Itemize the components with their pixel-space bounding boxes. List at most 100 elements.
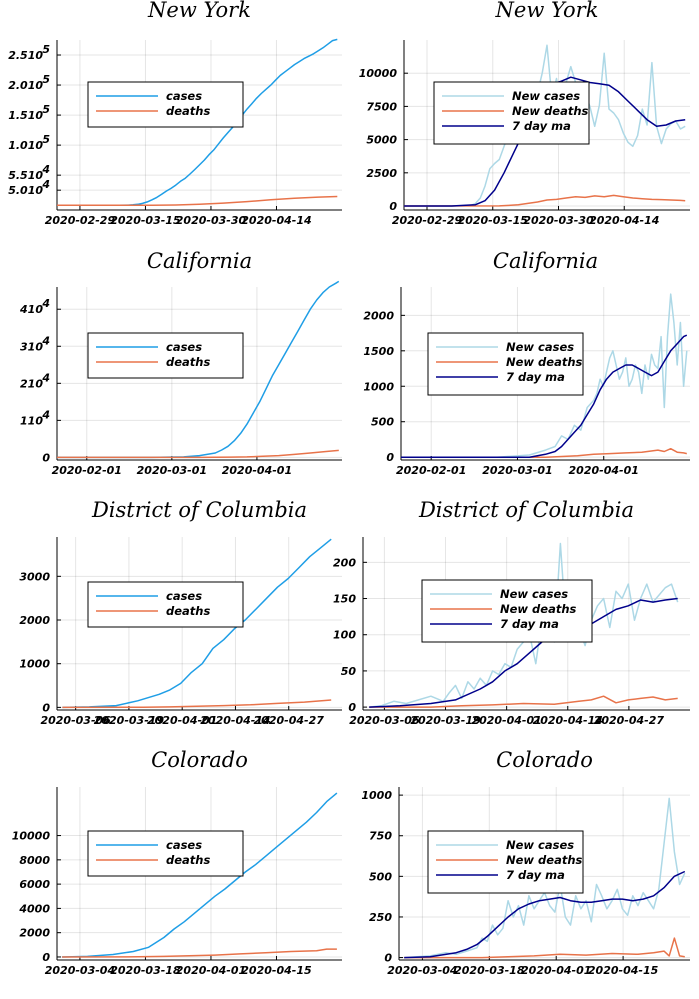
y-tick-label: 410	[19, 303, 43, 316]
y-tick-label: 310	[20, 340, 43, 353]
chart-title: District of Columbia	[418, 498, 634, 522]
y-tick-label: 5.010	[8, 184, 43, 197]
y-tick-label: 2.010	[8, 79, 43, 92]
x-tick-label: 2020-04-01	[222, 464, 292, 477]
chart-title: California	[493, 249, 598, 273]
x-tick-label: 2020-04-14	[533, 714, 603, 727]
y-tick-label: 2000	[19, 927, 50, 940]
legend-label-7-day-ma: 7 day ma	[506, 370, 565, 384]
y-tick-label: 7500	[366, 100, 397, 113]
y-tick-label: 1.010	[8, 139, 43, 152]
legend-box	[87, 81, 244, 128]
y-tick-exponent: 4	[41, 178, 50, 191]
legend-label-deaths: deaths	[166, 104, 210, 118]
y-tick-label: 250	[369, 911, 392, 924]
y-tick-exponent: 5	[42, 133, 50, 146]
series-line-cases	[62, 792, 338, 958]
x-tick-label: 2020-03-30	[176, 214, 247, 227]
legend-label-cases: cases	[166, 340, 202, 354]
x-tick-label: 2020-04-01	[521, 964, 591, 977]
y-tick-exponent: 4	[41, 163, 50, 176]
y-tick-label: 5000	[366, 134, 397, 147]
x-tick-label: 2020-02-29	[45, 214, 116, 227]
y-tick-label: 6000	[19, 878, 50, 891]
y-tick-label: 3000	[19, 570, 50, 583]
x-tick-label: 2020-02-29	[392, 214, 463, 227]
series-line-new-cases	[401, 293, 688, 458]
x-tick-label: 2020-03-30	[523, 214, 594, 227]
chart-5-district-of-columbia: District of Columbia 2020-03-062020-03-19…	[19, 498, 342, 727]
y-tick-label: 500	[371, 416, 394, 429]
y-tick-exponent: 4	[41, 297, 50, 310]
x-tick-label: 2020-03-19	[94, 714, 165, 727]
series-line-new-deaths	[369, 695, 678, 708]
x-tick-label: 2020-04-01	[471, 714, 541, 727]
y-tick-exponent: 5	[42, 43, 50, 56]
x-tick-label: 2020-02-01	[396, 464, 466, 477]
legend-label-new-deaths: New deaths	[512, 104, 589, 118]
x-tick-label: 2020-04-01	[176, 964, 246, 977]
x-tick-label: 2020-03-01	[137, 464, 207, 477]
chart-4-california: California 2020-02-01 2020-03-01 2020-04-01…	[363, 249, 690, 477]
series-line-new-deaths	[403, 194, 686, 207]
series-line-deaths	[62, 948, 337, 958]
y-tick-exponent: 4	[41, 408, 50, 421]
y-tick-exponent: 4	[41, 334, 50, 347]
chart-3-california: California 2020-02-01 2020-03-01 2020-04-01…	[19, 249, 342, 477]
y-tick-label: 0	[384, 952, 392, 965]
x-tick-label: 2020-03-04	[387, 964, 457, 977]
y-tick-label: 110	[20, 414, 43, 427]
legend-label-new-deaths: New deaths	[506, 355, 583, 369]
x-tick-label: 2020-03-15	[458, 214, 529, 227]
chart-title: California	[147, 249, 252, 273]
x-tick-label: 2020-03-06	[349, 714, 420, 727]
y-tick-label: 2.510	[8, 49, 43, 62]
chart-6-district-of-columbia: District of Columbia 2020-03-062020-03-19…	[333, 498, 690, 727]
x-tick-label: 2020-04-14	[589, 214, 659, 227]
y-tick-label: 210	[20, 377, 43, 390]
legend-label-new-cases: New cases	[506, 340, 574, 354]
y-tick-label: 1500	[363, 345, 394, 358]
y-tick-label: 2000	[363, 309, 394, 322]
chart-1-new-york: New York 2020-02-292020-03-152020-03-3020…	[8, 0, 342, 227]
series-line-deaths	[57, 449, 339, 459]
legend-box	[421, 579, 593, 643]
y-tick-label: 0	[42, 451, 50, 464]
y-tick-label: 750	[369, 830, 392, 843]
y-tick-label: 0	[386, 451, 394, 464]
y-tick-label: 10000	[12, 830, 51, 843]
y-tick-label: 50	[341, 665, 357, 678]
x-tick-label: 2020-04-01	[569, 464, 639, 477]
chart-7-colorado: Colorado2020-03-042020-03-182020-04-0120…	[12, 748, 342, 977]
x-tick-label: 2020-04-27	[254, 714, 325, 727]
chart-2-new-york: New York 2020-02-292020-03-152020-03-3020…	[359, 0, 690, 227]
x-tick-label: 2020-03-06	[40, 714, 111, 727]
y-tick-label: 2500	[366, 167, 397, 180]
legend-box	[427, 830, 584, 894]
chart-title: District of Columbia	[91, 498, 307, 522]
x-tick-label: 2020-04-15	[241, 964, 312, 977]
series-line-cases	[57, 38, 338, 206]
legend-label-new-cases: New cases	[506, 838, 574, 852]
x-tick-label: 2020-04-15	[588, 964, 659, 977]
legend-label-7-day-ma: 7 day ma	[500, 617, 559, 631]
y-tick-label: 2000	[19, 614, 50, 627]
y-tick-label: 0	[389, 200, 397, 213]
series-line-7-day-ma	[401, 334, 688, 458]
series-line-deaths	[57, 195, 338, 206]
chart-title: Colorado	[151, 748, 248, 772]
y-tick-label: 8000	[19, 854, 50, 867]
chart-title: Colorado	[496, 748, 593, 772]
y-tick-label: 0	[348, 701, 356, 714]
y-tick-label: 5.510	[8, 169, 43, 182]
y-tick-label: 1000	[361, 789, 392, 802]
chart-8-colorado: Colorado 2020-03-042020-03-182020-04-0120…	[361, 748, 690, 977]
y-tick-label: 0	[42, 701, 50, 714]
y-tick-exponent: 5	[42, 103, 50, 116]
legend-box	[433, 81, 590, 145]
x-tick-label: 2020-03-04	[45, 964, 115, 977]
